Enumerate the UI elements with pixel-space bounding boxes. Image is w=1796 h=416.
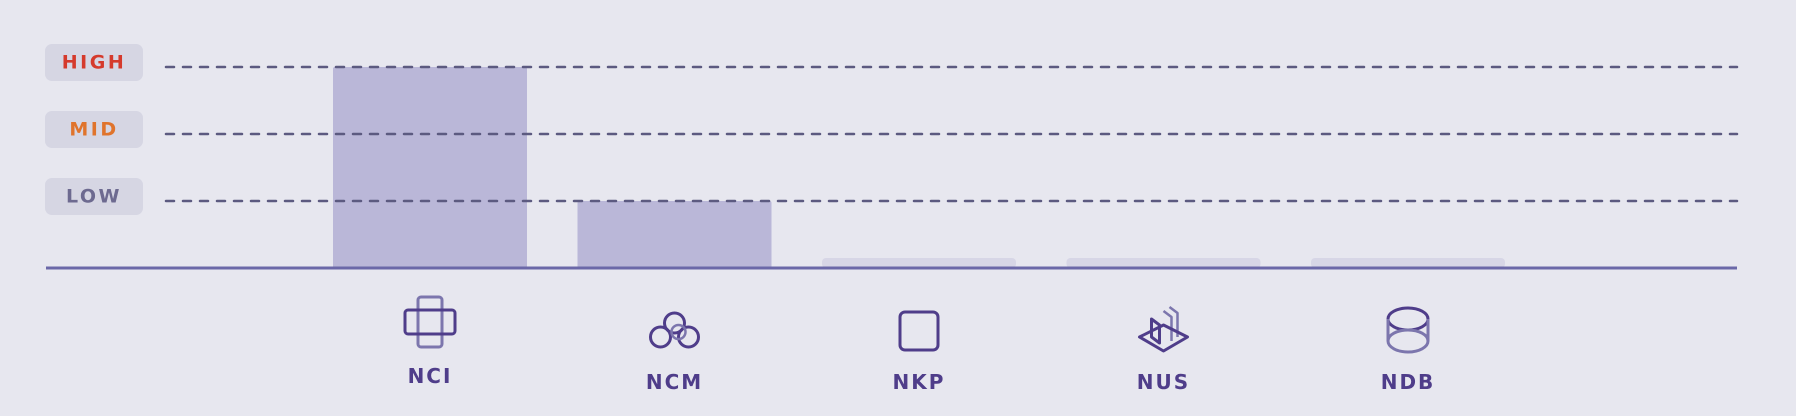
database-icon [1386, 306, 1430, 354]
category-labels-group: NCI NCM NKP NUS NDB [408, 364, 1436, 394]
category-label-nkp: NKP [893, 370, 946, 394]
level-label-mid: MID [45, 111, 143, 148]
stacked-layers-icon [1138, 306, 1189, 353]
category-label-ndb: NDB [1381, 370, 1436, 394]
bar-nus [1066, 257, 1261, 268]
bar-ncm [577, 201, 772, 268]
bar-ndb [1311, 257, 1505, 268]
category-label-ncm: NCM [646, 370, 703, 394]
bar-nkp [822, 257, 1016, 268]
medical-cross-icon [403, 295, 457, 349]
bar-nci [333, 67, 527, 268]
cloud-cluster-icon [649, 311, 700, 349]
category-label-nus: NUS [1137, 370, 1190, 394]
level-label-bg [45, 111, 143, 148]
category-icons-group [403, 295, 1430, 354]
level-label-bg [45, 178, 143, 215]
level-label-text: HIGH [62, 52, 126, 74]
level-label-text: MID [69, 119, 118, 141]
bars-group [333, 67, 1505, 268]
level-label-low: LOW [45, 178, 143, 215]
category-label-nci: NCI [408, 364, 453, 388]
level-label-bg [45, 44, 143, 81]
level-label-high: HIGH [45, 44, 143, 81]
level-labels-group: HIGH MID LOW [45, 44, 143, 215]
gridlines-group [164, 65, 1739, 203]
square-icon [898, 310, 940, 352]
level-label-text: LOW [66, 186, 122, 208]
